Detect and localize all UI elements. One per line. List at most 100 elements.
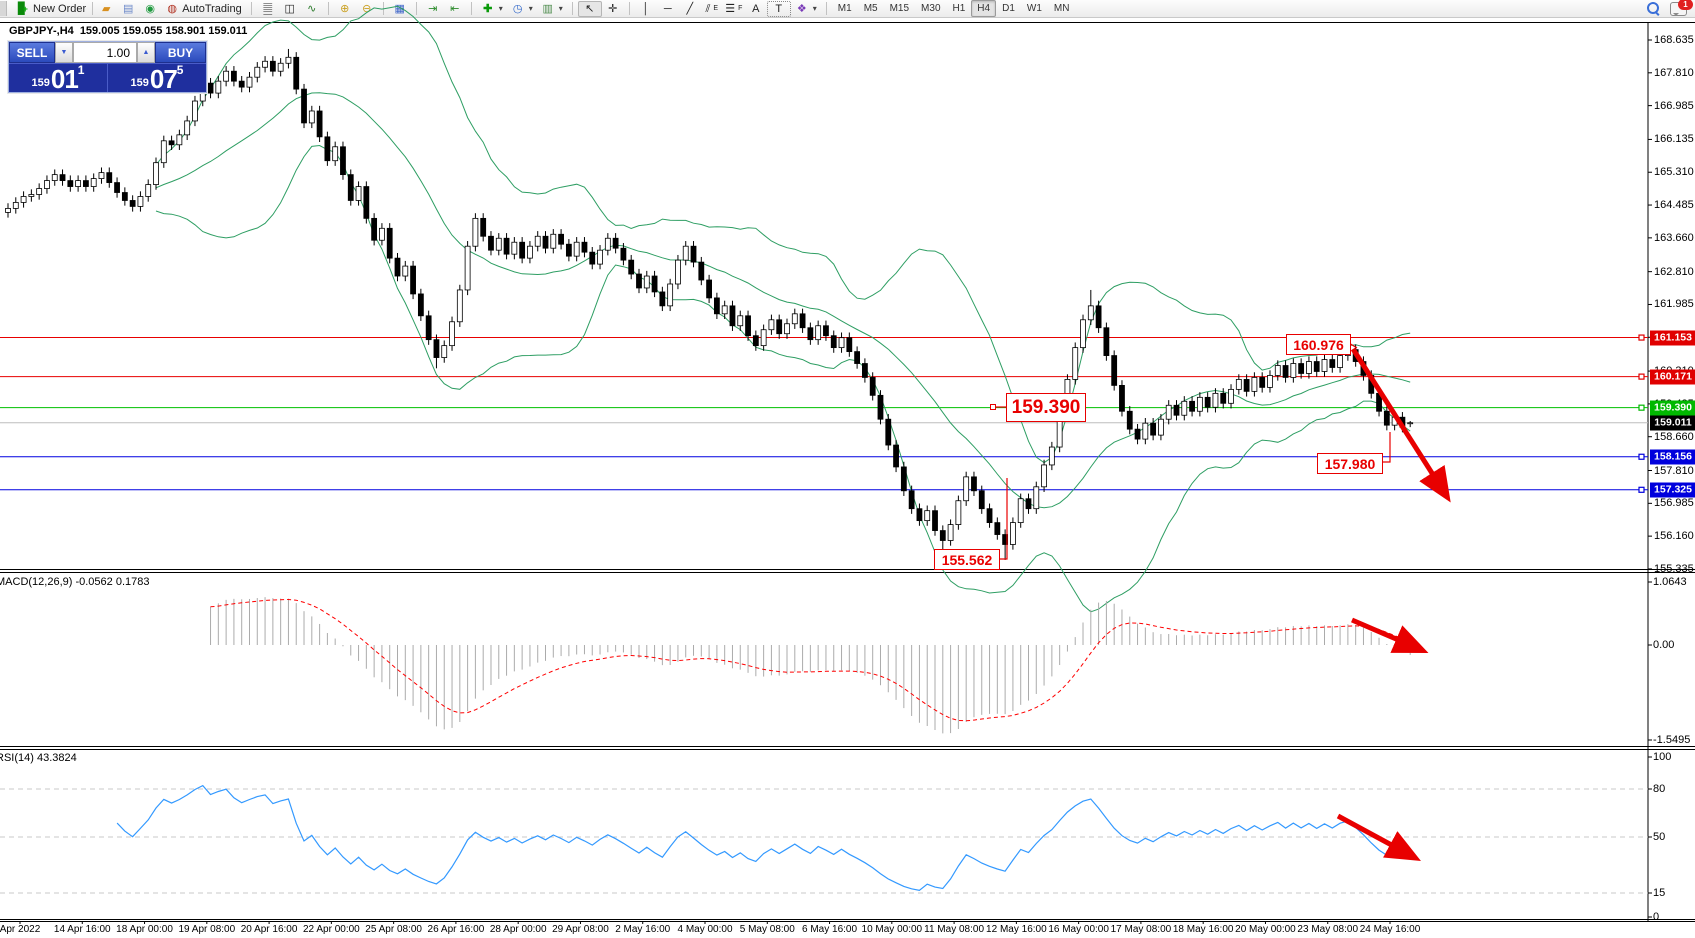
marker-tool-icon[interactable]: ▰ — [101, 2, 111, 15]
text-label-tool-icon[interactable]: T — [766, 0, 791, 17]
price-axis-label: 158.660 — [1654, 430, 1694, 443]
time-axis-label: 22 Apr 00:00 — [303, 924, 360, 935]
bollinger-band-line — [155, 144, 1411, 613]
periods-menu-button[interactable]: ◷ ▾ — [507, 1, 537, 16]
timeframe-h4[interactable]: H4 — [971, 0, 997, 17]
chat-icon[interactable]: 1 — [1670, 0, 1693, 16]
trend-arrow[interactable] — [1336, 813, 1421, 861]
vertical-line-tool-icon[interactable]: │ — [642, 2, 650, 15]
new-order-button[interactable]: ▊ + New Order — [12, 1, 90, 16]
timeframe-m15[interactable]: M15 — [889, 3, 910, 14]
timeframe-group: M1 M5 M15 M30 H1 H4 D1 W1 MN — [829, 0, 1079, 17]
zoom-out-icon[interactable]: ⊖ — [362, 2, 372, 15]
trend-arrow[interactable] — [1350, 347, 1451, 503]
fibonacci-tool-icon[interactable]: ☰ F — [725, 2, 743, 15]
annotation-callout — [1381, 432, 1391, 463]
trendline-tool-icon[interactable]: ╱ — [686, 2, 694, 15]
horizontal-line-tool-icon[interactable]: ─ — [663, 2, 672, 15]
autotrading-button[interactable]: ◍ AutoTrading — [161, 1, 246, 16]
macd-indicator-label: MACD(12,26,9) -0.0562 0.1783 — [0, 576, 150, 588]
timeframe-d1[interactable]: D1 — [1002, 3, 1015, 14]
price-annotation[interactable]: 157.980 — [1317, 453, 1383, 474]
tile-windows-icon[interactable]: ▦ — [394, 2, 405, 15]
price-axis-label: 155.335 — [1654, 562, 1694, 575]
time-axis-label: 26 Apr 16:00 — [427, 924, 485, 935]
time-axis-label: 11 May 08:00 — [924, 924, 985, 935]
bollinger-band-line — [155, 5, 1411, 464]
depth-of-market-icon[interactable]: ▤ — [122, 2, 134, 15]
timeframe-m1[interactable]: M1 — [837, 3, 852, 14]
zoom-in-icon[interactable]: ⊕ — [340, 2, 350, 15]
timeframe-w1[interactable]: W1 — [1026, 3, 1042, 14]
sell-price[interactable]: 159 01 1 — [9, 64, 108, 92]
volume-input[interactable]: 1.00 — [73, 42, 137, 63]
time-axis-label: 19 Apr 08:00 — [178, 924, 236, 935]
price-level-handle — [1638, 453, 1645, 460]
price-level-handle — [1638, 334, 1645, 341]
price-axis-label: 157.810 — [1654, 464, 1694, 477]
timeframe-m5[interactable]: M5 — [863, 3, 878, 14]
price-annotation[interactable]: 155.562 — [934, 549, 1000, 570]
volume-increase-button[interactable]: ▲ — [137, 42, 155, 63]
candlestick-chart-type-icon[interactable]: ◫ — [284, 2, 295, 15]
price-axis-badge: 161.153 — [1650, 330, 1695, 346]
time-axis-label: 23 May 08:00 — [1297, 924, 1359, 935]
autotrading-label: AutoTrading — [182, 2, 242, 15]
template-icon: ▥ — [542, 2, 553, 15]
timeframe-h1[interactable]: H1 — [952, 3, 966, 14]
price-level-handle — [1638, 486, 1645, 493]
rsi-line — [116, 784, 1411, 891]
indicators-menu-button[interactable]: ✚ ▾ — [477, 1, 507, 16]
rsi-indicator-label: RSI(14) 43.3824 — [0, 752, 77, 764]
time-axis-label: 24 May 16:00 — [1359, 924, 1421, 935]
price-axis-label: 165.310 — [1654, 166, 1694, 179]
time-axis-label: 5 May 08:00 — [739, 924, 795, 935]
timeframe-mn[interactable]: MN — [1053, 3, 1070, 14]
price-axis-label: 166.135 — [1654, 133, 1694, 146]
price-level-handle — [1638, 404, 1645, 411]
annotation-callout — [998, 478, 1008, 560]
price-annotation[interactable]: 160.976 — [1286, 334, 1351, 355]
price-axis-label: 156.160 — [1654, 530, 1694, 543]
price-axis-badge: 158.156 — [1650, 449, 1695, 465]
templates-menu-button[interactable]: ▥ ▾ — [542, 2, 563, 15]
channel-tool-icon[interactable]: ⫽ E — [705, 2, 719, 15]
arrows-tool-button[interactable]: ❖ ▾ — [791, 1, 821, 16]
volume-decrease-button[interactable]: ▼ — [55, 42, 73, 63]
rsi-axis-label: 15 — [1653, 887, 1666, 899]
macd-signal-line — [210, 598, 1411, 722]
auto-scroll-icon[interactable]: ⇥ — [428, 2, 438, 15]
price-axis-label: 164.485 — [1654, 199, 1694, 212]
price-annotation[interactable]: 159.390 — [1006, 393, 1086, 422]
buy-button[interactable]: BUY — [155, 42, 206, 63]
trend-arrow[interactable] — [1351, 617, 1429, 653]
crosshair-tool-icon[interactable]: ✛ — [608, 2, 618, 15]
cursor-tool-icon[interactable]: ↖ — [577, 0, 602, 17]
add-indicator-icon: ✚ — [483, 2, 493, 15]
macd-axis-label: 0.00 — [1653, 639, 1675, 651]
time-axis-label: 4 May 00:00 — [677, 924, 733, 935]
buy-price[interactable]: 159 07 5 — [130, 63, 184, 94]
sell-button[interactable]: SELL — [9, 42, 55, 63]
notification-badge: 1 — [1678, 0, 1693, 10]
macd-axis-label: -1.5495 — [1653, 734, 1691, 746]
signals-icon[interactable]: ◉ — [145, 2, 155, 15]
chart-shift-icon[interactable]: ⇤ — [450, 2, 460, 15]
price-level-handle — [1638, 373, 1645, 380]
macd-axis-label: 1.0643 — [1653, 576, 1687, 588]
bar-chart-type-icon[interactable]: 𝄛 — [263, 2, 273, 15]
time-axis-label: 10 May 00:00 — [861, 924, 923, 935]
timeframe-m30[interactable]: M30 — [921, 3, 941, 14]
toolbar-edge-sliver — [0, 1, 7, 16]
time-axis-label: 28 Apr 00:00 — [489, 924, 547, 935]
price-axis-label: 168.635 — [1654, 34, 1694, 46]
line-chart-type-icon[interactable]: ∿ — [307, 2, 317, 15]
text-tool-icon[interactable]: A — [752, 2, 760, 15]
new-order-icon: ▊ + — [18, 2, 28, 15]
search-icon[interactable] — [1647, 2, 1660, 16]
chart-symbol-title: GBPJPY-,H4 159.005 159.055 158.901 159.01… — [9, 25, 248, 37]
time-axis-label: 6 May 16:00 — [802, 924, 858, 935]
price-axis-badge: 160.171 — [1650, 369, 1695, 385]
